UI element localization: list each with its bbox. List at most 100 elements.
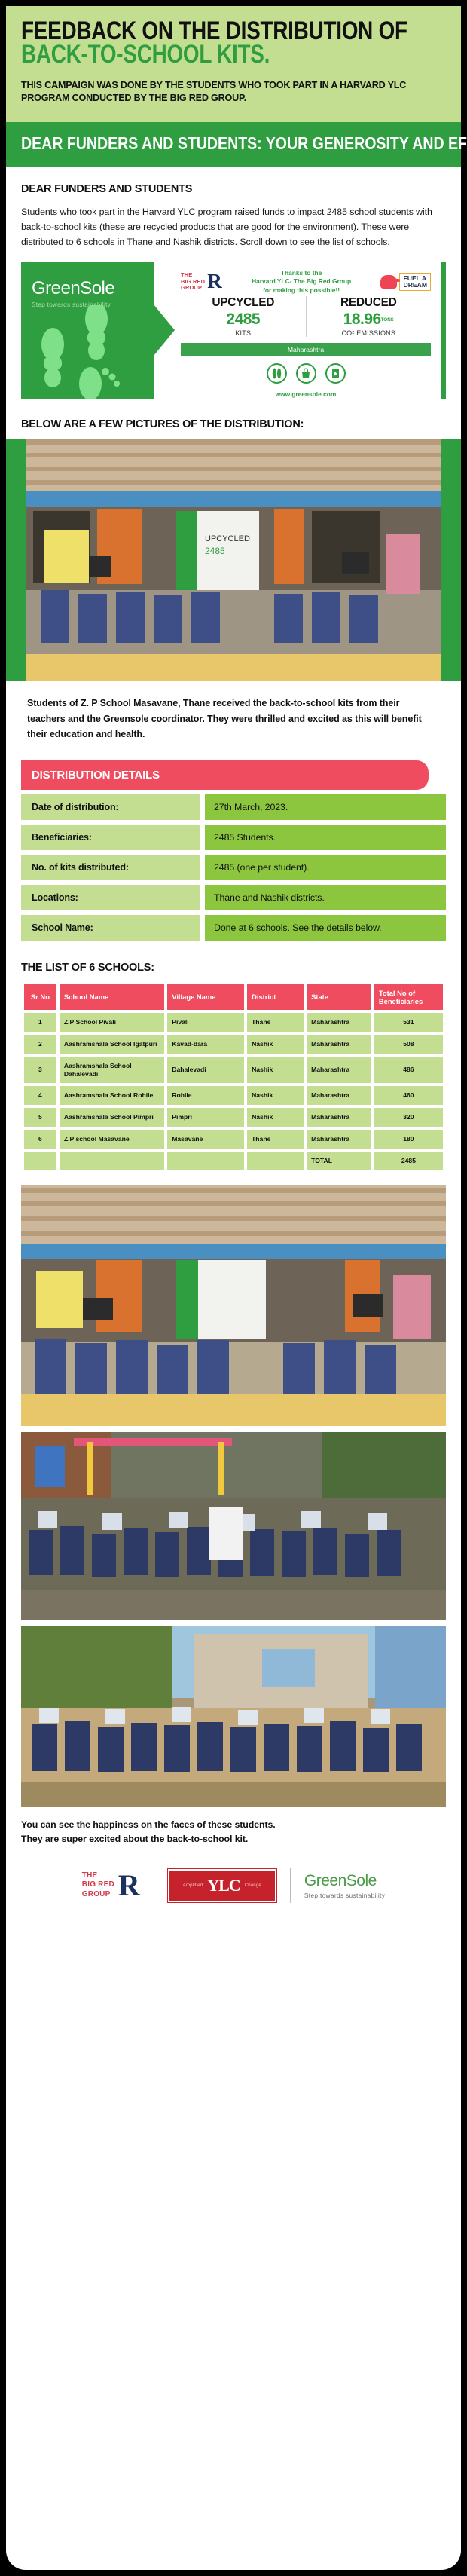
photo-inset-1: UPCYCLED 2485 (6, 439, 461, 681)
ylc-left-text: Amplified (182, 1883, 203, 1888)
cell-state: Maharashtra (307, 1086, 371, 1106)
cell-count: 531 (374, 1013, 443, 1033)
stat-reduced-sup: TONS (380, 317, 394, 323)
notebook-icon (325, 363, 346, 384)
table-total-row: TOTAL 2485 (24, 1151, 443, 1170)
footer-brg-line-3: GROUP (81, 1889, 111, 1898)
elephant-icon (380, 274, 401, 289)
greensole-card-right-panel: THE BIG RED GROUP R Thanks to the Harvar… (154, 262, 441, 399)
cell-state: Maharashtra (307, 1056, 371, 1084)
cell-village: Kavad-dara (167, 1035, 245, 1054)
footer-greensole-logo: GreenSole Step towards sustainability (304, 1872, 385, 1899)
page-title: FEEDBACK ON THE DISTRIBUTION OF BACK-TO-… (21, 18, 407, 67)
banner-line-2: AND EFFORTS HAVE IMPACTED THE EDUCATION (412, 133, 467, 154)
greensole-logo-name: GreenSole (32, 277, 115, 298)
table-row: 3 Aashramshala School Dahalevadi Dahalev… (24, 1056, 443, 1084)
footer-divider-2 (289, 1868, 291, 1903)
cell-count: 180 (374, 1129, 443, 1149)
footer-logos: THE BIG RED GROUP R Amplified YLC Change… (6, 1847, 461, 1924)
cell-village: Rohile (167, 1086, 245, 1106)
infographic-content: FEEDBACK ON THE DISTRIBUTION OF BACK-TO-… (6, 6, 467, 2570)
stat-reduced: REDUCED 18.96TONS CO² EMISSIONS (305, 295, 432, 337)
cell-sr: 1 (24, 1013, 56, 1033)
greensole-card-left-panel: GreenSole Step towards sustainability (21, 261, 154, 399)
col-total-beneficiaries: Total No of Beneficiaries (374, 984, 443, 1011)
big-red-group-logo: THE BIG RED GROUP R (181, 271, 222, 292)
cell-district: Nashik (247, 1035, 304, 1054)
cell-sr: 5 (24, 1108, 56, 1127)
stat-upcycled-value: 2485 (226, 310, 261, 328)
pictures-heading-section: BELOW ARE A FEW PICTURES OF THE DISTRIBU… (6, 398, 461, 439)
photo-section-3 (6, 1426, 461, 1621)
cell-sr: 2 (24, 1035, 56, 1054)
brg-line-3: GROUP (181, 284, 203, 292)
cell-school: Aashramshala School Dahalevadi (59, 1056, 165, 1084)
hero-section: FEEDBACK ON THE DISTRIBUTION OF BACK-TO-… (6, 6, 461, 123)
slippers-icon (266, 363, 287, 384)
footer-brg-line-1: THE (81, 1871, 98, 1880)
product-icons-row (181, 363, 431, 384)
fuel-a-dream-logo: FUEL A DREAM (380, 273, 431, 291)
detail-key: Beneficiaries: (21, 824, 200, 850)
bag-icon (295, 363, 316, 384)
cell-state: Maharashtra (307, 1035, 371, 1054)
detail-value: 2485 (one per student). (205, 854, 446, 880)
cell-sr: 3 (24, 1056, 56, 1084)
cell-school: Z.P school Masavane (59, 1129, 165, 1149)
footer-brg-line-2: BIG RED (81, 1880, 114, 1889)
distribution-details-title: DISTRIBUTION DETAILS (21, 760, 429, 790)
cell-state: Maharashtra (307, 1108, 371, 1127)
cell-district: Nashik (247, 1056, 304, 1084)
detail-key: Date of distribution: (21, 794, 200, 820)
cell-village: Pivali (167, 1013, 245, 1033)
footer-brg-monogram-icon: R (118, 1868, 140, 1902)
distribution-photo-3 (21, 1432, 446, 1621)
cell-village: Pimpri (167, 1108, 245, 1127)
table-row: 4 Aashramshala School Rohile Rohile Nash… (24, 1086, 443, 1106)
thanks-line-2: Harvard YLC- The Big Red Group (252, 277, 352, 286)
stat-reduced-label: REDUCED (340, 295, 397, 309)
greensole-impact-card: GreenSole Step towards sustainability (21, 261, 446, 399)
cell-school: Z.P School Pivali (59, 1013, 165, 1033)
detail-row: Beneficiaries: 2485 Students. (21, 824, 446, 850)
ylc-main-text: YLC (207, 1875, 240, 1895)
greensole-website: www.greensole.com (275, 390, 337, 398)
cell-count: 486 (374, 1056, 443, 1084)
cell-state: Maharashtra (307, 1129, 371, 1149)
intro-section: DEAR FUNDERS AND STUDENTS Students who t… (6, 166, 461, 249)
footer-big-red-group-logo: THE BIG RED GROUP R (81, 1868, 140, 1902)
footer-caption-line-1: You can see the happiness on the faces o… (21, 1819, 276, 1831)
col-school-name: School Name (59, 984, 165, 1011)
schools-table: Sr No School Name Village Name District … (21, 981, 446, 1173)
table-row: 2 Aashramshala School Igatpuri Kavad-dar… (24, 1035, 443, 1054)
stat-reduced-unit: CO² EMISSIONS (341, 329, 396, 337)
detail-value: 2485 Students. (205, 824, 446, 850)
footer-caption-line-2: They are super excited about the back-to… (21, 1834, 249, 1845)
stat-upcycled: UPCYCLED 2485 KITS (181, 296, 306, 337)
table-row: 5 Aashramshala School Pimpri Pimpri Nash… (24, 1108, 443, 1127)
cell-school: Aashramshala School Igatpuri (59, 1035, 165, 1054)
detail-row: School Name: Done at 6 schools. See the … (21, 914, 446, 941)
cell-sr: 6 (24, 1129, 56, 1149)
intro-heading: DEAR FUNDERS AND STUDENTS (21, 182, 193, 195)
cell-count: 320 (374, 1108, 443, 1127)
ylc-right-text: Change (244, 1883, 261, 1888)
stat-upcycled-unit: KITS (235, 329, 252, 337)
schools-table-section: THE LIST OF 6 SCHOOLS: Sr No School Name… (6, 945, 461, 1173)
impact-banner: DEAR FUNDERS AND STUDENTS: YOUR GENEROSI… (6, 122, 467, 167)
detail-key: No. of kits distributed: (21, 854, 200, 880)
detail-value: Done at 6 schools. See the details below… (205, 914, 446, 941)
detail-value: 27th March, 2023. (205, 794, 446, 820)
total-value: 2485 (374, 1151, 443, 1170)
photo-band-1: UPCYCLED 2485 (6, 439, 461, 681)
cell-count: 460 (374, 1086, 443, 1106)
footer-caption: You can see the happiness on the faces o… (6, 1807, 461, 1846)
thanks-message: Thanks to the Harvard YLC- The Big Red G… (228, 269, 375, 295)
green-arrow-shape (154, 304, 175, 356)
photo-caption: Students of Z. P School Masavane, Thane … (27, 697, 422, 740)
intro-paragraph: Students who took part in the Harvard YL… (21, 206, 432, 247)
detail-value: Thane and Nashik districts. (205, 884, 446, 910)
table-row: 1 Z.P School Pivali Pivali Thane Maharas… (24, 1013, 443, 1033)
title-line-1: FEEDBACK ON THE DISTRIBUTION OF (21, 17, 407, 45)
